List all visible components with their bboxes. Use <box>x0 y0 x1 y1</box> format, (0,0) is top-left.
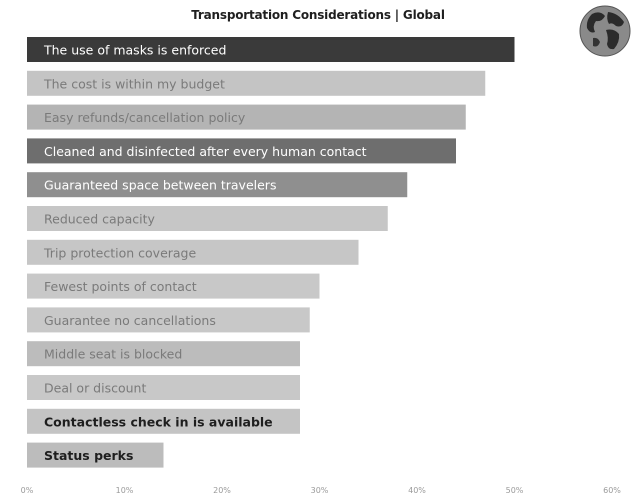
x-tick-label: 30% <box>311 486 329 495</box>
bar-6 <box>27 239 359 265</box>
x-tick-label: 10% <box>116 486 134 495</box>
bar-label-4: Guaranteed space between travelers <box>44 178 276 193</box>
bar-label-5: Reduced capacity <box>44 212 156 227</box>
bar-label-3: Cleaned and disinfected after every huma… <box>44 144 367 159</box>
bar-label-11: Contactless check in is available <box>44 414 273 429</box>
globe-icon <box>579 5 631 57</box>
x-tick-label: 0% <box>21 486 34 495</box>
bar-1 <box>27 70 486 96</box>
bar-label-0: The use of masks is enforced <box>43 43 226 58</box>
bar-label-6: Trip protection coverage <box>43 245 196 260</box>
bar-12 <box>27 442 164 468</box>
bar-11 <box>27 408 300 434</box>
bar-9 <box>27 341 300 367</box>
bar-10 <box>27 375 300 400</box>
bar-4 <box>27 172 408 198</box>
x-tick-label: 50% <box>506 486 524 495</box>
chart-title: Transportation Considerations | Global <box>191 8 445 22</box>
bar-label-2: Easy refunds/cancellation policy <box>44 110 246 125</box>
bar-label-1: The cost is within my budget <box>43 76 225 91</box>
bar-3 <box>27 138 456 164</box>
bar-0 <box>27 37 515 62</box>
bar-label-7: Fewest points of contact <box>44 279 197 294</box>
bar-7 <box>27 273 320 299</box>
x-tick-label: 60% <box>603 486 621 495</box>
bar-5 <box>27 206 388 231</box>
bar-label-8: Guarantee no cancellations <box>44 313 216 328</box>
bar-8 <box>27 307 310 333</box>
bar-label-10: Deal or discount <box>44 381 146 396</box>
x-tick-label: 20% <box>213 486 231 495</box>
x-tick-label: 40% <box>408 486 426 495</box>
bar-label-9: Middle seat is blocked <box>44 347 182 362</box>
bar-label-12: Status perks <box>44 448 133 463</box>
bar-2 <box>27 104 466 130</box>
